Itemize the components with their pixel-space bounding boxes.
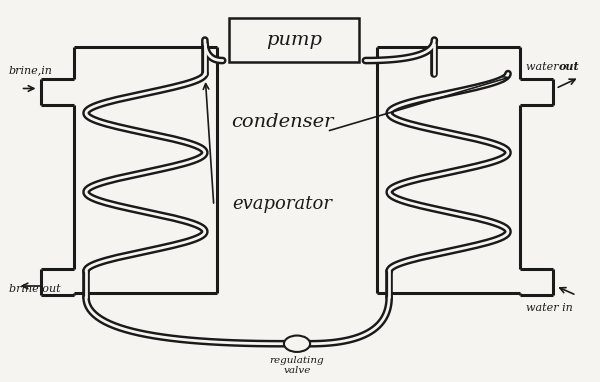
Text: water in: water in: [526, 303, 572, 313]
Text: water: water: [526, 62, 562, 72]
Text: brine out: brine out: [9, 284, 61, 294]
Text: pump: pump: [266, 31, 322, 49]
Text: brine,in: brine,in: [9, 65, 53, 75]
Text: evaporator: evaporator: [232, 195, 332, 213]
Text: regulating
valve: regulating valve: [270, 356, 325, 375]
Bar: [229, 18, 359, 62]
Circle shape: [284, 335, 310, 352]
Text: condenser: condenser: [231, 113, 334, 131]
Text: out: out: [559, 61, 579, 72]
